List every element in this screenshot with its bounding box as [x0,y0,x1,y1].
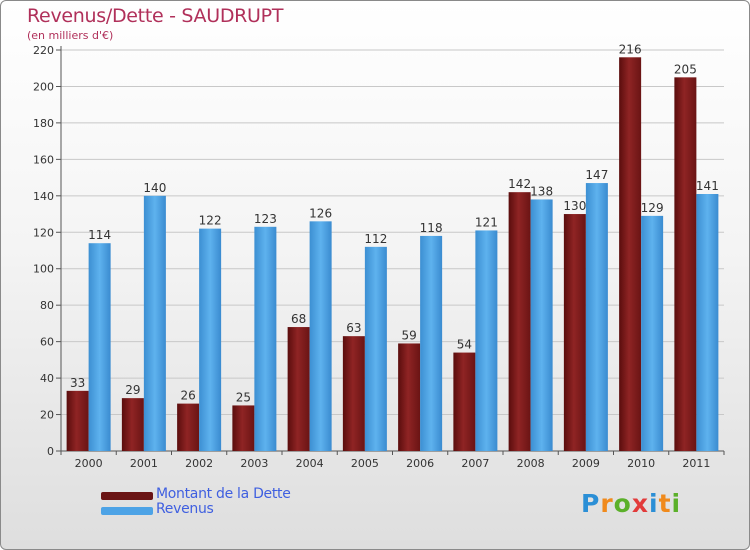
y-tick-label: 80 [40,299,54,312]
bar-revenus-2007 [475,230,498,451]
data-label-dette-2001: 29 [125,383,140,397]
y-tick-label: 160 [33,153,54,166]
data-label-dette-2004: 68 [291,312,306,326]
bar-dette-2009 [563,214,586,451]
data-label-revenus-2007: 121 [475,215,498,229]
bar-dette-2002 [177,403,200,451]
logo-letter: i [649,489,659,518]
data-label-dette-2007: 54 [457,338,472,352]
data-label-revenus-2010: 129 [641,201,664,215]
logo-letter: x [631,489,649,518]
bar-revenus-2008 [530,199,553,451]
y-tick-label: 60 [40,336,54,349]
proxiti-logo: Proxiti [581,489,681,518]
bar-revenus-2006 [420,235,443,451]
bar-revenus-2004 [309,221,332,451]
x-tick-label-2000: 2000 [75,457,103,470]
legend-label-revenus: Revenus [156,501,214,517]
legend-label-dette: Montant de la Dette [156,486,291,502]
data-label-revenus-2003: 123 [254,212,277,226]
bar-revenus-2000 [88,243,111,451]
y-tick-label: 120 [33,226,54,239]
bar-dette-2001 [121,398,144,451]
bar-revenus-2010 [641,215,664,451]
bar-dette-2008 [508,192,531,451]
y-tick-label: 100 [33,263,54,276]
bar-dette-2000 [66,390,89,451]
chart-subtitle: (en milliers d'€) [27,29,114,42]
data-label-revenus-2000: 114 [88,228,111,242]
data-label-dette-2009: 130 [563,199,586,213]
x-tick-label-2002: 2002 [185,457,213,470]
data-label-revenus-2002: 122 [199,214,222,228]
logo-letter: i [671,489,682,518]
data-label-dette-2002: 26 [180,389,195,403]
data-label-dette-2000: 33 [70,376,85,390]
bar-revenus-2001 [143,195,166,451]
data-label-revenus-2009: 147 [585,168,608,182]
data-label-dette-2003: 25 [236,390,251,404]
y-tick-label: 140 [33,190,54,203]
x-tick-label-2004: 2004 [296,457,324,470]
x-tick-label-2011: 2011 [682,457,710,470]
bar-dette-2005 [342,336,365,451]
data-label-revenus-2005: 112 [364,232,387,246]
x-tick-label-2009: 2009 [572,457,600,470]
bar-revenus-2011 [696,193,719,451]
logo-letter: P [581,489,601,518]
bar-dette-2010 [619,57,642,452]
bar-dette-2007 [453,352,476,451]
x-tick-label-2001: 2001 [130,457,158,470]
legend-swatch-dette [101,492,153,500]
data-label-dette-2006: 59 [401,328,416,342]
x-tick-label-2005: 2005 [351,457,379,470]
y-tick-label: 20 [40,409,54,422]
x-tick-label-2008: 2008 [517,457,545,470]
data-label-dette-2008: 142 [508,177,531,191]
bar-revenus-2003 [254,226,277,451]
y-tick-label: 180 [33,117,54,130]
bar-revenus-2005 [364,246,387,451]
y-tick-label: 40 [40,372,54,385]
x-tick-label-2003: 2003 [240,457,268,470]
logo-letter: r [600,489,614,518]
data-label-revenus-2001: 140 [143,181,166,195]
bar-dette-2003 [232,405,255,451]
data-label-dette-2005: 63 [346,321,361,335]
y-tick-label: 220 [33,44,54,57]
bar-dette-2006 [398,343,421,451]
legend-swatch-revenus [101,507,153,515]
logo-letter: t [658,489,672,518]
bar-revenus-2009 [585,183,608,452]
bar-revenus-2002 [199,228,222,451]
chart-title: Revenus/Dette - SAUDRUPT [27,5,284,27]
bar-dette-2004 [287,327,310,451]
y-tick-label: 0 [47,445,54,458]
data-label-revenus-2006: 118 [420,221,443,235]
logo-letter: o [613,489,632,518]
data-label-dette-2010: 216 [619,42,642,56]
data-label-revenus-2011: 141 [696,179,719,193]
data-label-revenus-2004: 126 [309,206,332,220]
bar-dette-2011 [674,77,697,451]
data-label-revenus-2008: 138 [530,184,553,198]
x-tick-label-2006: 2006 [406,457,434,470]
x-tick-label-2007: 2007 [461,457,489,470]
x-tick-label-2010: 2010 [627,457,655,470]
y-tick-label: 200 [33,80,54,93]
data-label-dette-2011: 205 [674,62,697,76]
